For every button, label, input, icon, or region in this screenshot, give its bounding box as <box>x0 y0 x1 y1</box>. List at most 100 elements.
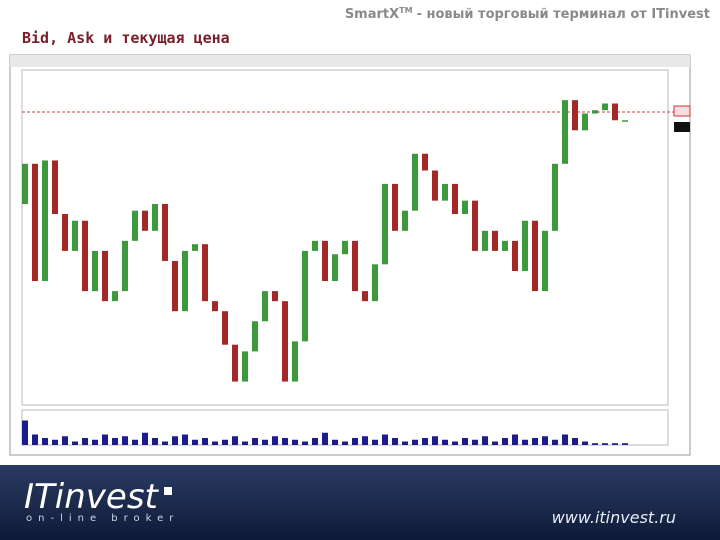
candle-body <box>392 183 398 231</box>
volume-bar <box>412 439 418 445</box>
candle-body <box>292 341 298 382</box>
candle-body <box>332 254 338 282</box>
candle-body <box>242 351 248 382</box>
volume-bar <box>132 439 138 445</box>
candle-body <box>282 301 288 382</box>
candle-body <box>232 344 238 382</box>
candle-body <box>192 244 198 251</box>
volume-bar <box>362 436 368 445</box>
volume-bar <box>312 438 318 445</box>
volume-bar <box>512 434 518 445</box>
header-tm: TM <box>399 6 412 15</box>
candle-body <box>562 100 568 164</box>
candle-body <box>152 204 158 231</box>
volume-bar <box>42 438 48 445</box>
candle-body <box>252 321 258 352</box>
volume-bar <box>492 441 498 445</box>
volume-bar <box>532 438 538 445</box>
volume-bar <box>292 439 298 445</box>
volume-bar <box>62 436 68 445</box>
volume-bar <box>192 439 198 445</box>
candle-body <box>422 153 428 171</box>
candle-body <box>132 210 138 241</box>
volume-area <box>21 409 669 446</box>
volume-bar <box>332 439 338 445</box>
volume-bar <box>522 439 528 445</box>
volume-bar <box>242 441 248 445</box>
candle-body <box>312 240 318 251</box>
volume-bar <box>72 441 78 445</box>
candle-body <box>542 230 548 292</box>
volume-bar <box>422 438 428 445</box>
candle-body <box>62 214 68 251</box>
candle-body <box>432 170 438 201</box>
volume-bar <box>542 436 548 445</box>
volume-bar <box>572 438 578 445</box>
candle-body <box>182 250 188 312</box>
candle-body <box>582 113 588 131</box>
volume-bar <box>382 434 388 445</box>
candle-body <box>172 260 178 312</box>
footer-url: www.itinvest.ru <box>552 508 676 527</box>
volume-bar <box>612 443 618 445</box>
volume-bar <box>342 441 348 445</box>
volume-bar <box>602 443 608 445</box>
volume-bar <box>482 436 488 445</box>
volume-bar <box>402 441 408 445</box>
candle-body <box>462 200 468 215</box>
volume-bar <box>352 438 358 445</box>
volume-bar <box>282 438 288 445</box>
volume-bar <box>472 439 478 445</box>
candle-body <box>552 163 558 231</box>
volume-bar <box>182 434 188 445</box>
volume-bar <box>82 438 88 445</box>
candle-body <box>482 230 488 251</box>
candle-body <box>612 103 618 121</box>
candle-body <box>522 220 528 271</box>
volume-bar <box>462 438 468 445</box>
header-product: SmartX <box>345 7 399 22</box>
volume-bar <box>212 441 218 445</box>
candle-body <box>262 291 268 322</box>
bid-flag <box>674 122 690 132</box>
volume-bar <box>52 439 58 445</box>
volume-bar <box>622 443 628 445</box>
volume-bar <box>112 438 118 445</box>
volume-bar <box>432 436 438 445</box>
candle-body <box>442 183 448 201</box>
candle-body <box>32 163 38 282</box>
volume-bar <box>232 436 238 445</box>
logo-mark <box>164 487 172 495</box>
candle-body <box>372 264 378 302</box>
volume-bar <box>452 441 458 445</box>
volume-bar <box>322 432 328 445</box>
candle-body <box>202 244 208 302</box>
volume-bar <box>22 420 28 445</box>
header-rest: - новый торговый терминал от ITinvest <box>417 7 710 22</box>
candle-body <box>302 250 308 342</box>
candle-body <box>412 153 418 211</box>
volume-bar <box>392 438 398 445</box>
slide-title: Bid, Ask и текущая цена <box>22 29 230 47</box>
volume-bar <box>202 438 208 445</box>
candle-body <box>472 200 478 251</box>
candle-body <box>532 220 538 292</box>
candle-body <box>272 291 278 302</box>
volume-bar <box>592 443 598 445</box>
candle-body <box>492 230 498 251</box>
candle-body <box>452 183 458 215</box>
footer-tagline: on-line broker <box>26 513 179 524</box>
volume-bar <box>262 439 268 445</box>
volume-bar <box>92 439 98 445</box>
candle-body <box>502 240 508 251</box>
candle-body <box>352 240 358 292</box>
volume-bar <box>162 441 168 445</box>
candle-body <box>322 240 328 282</box>
footer-band <box>0 465 720 540</box>
candle-body <box>592 110 598 114</box>
candle-body <box>92 250 98 292</box>
candle-body <box>72 220 78 251</box>
volume-bar <box>32 434 38 445</box>
candle-body <box>572 100 578 131</box>
